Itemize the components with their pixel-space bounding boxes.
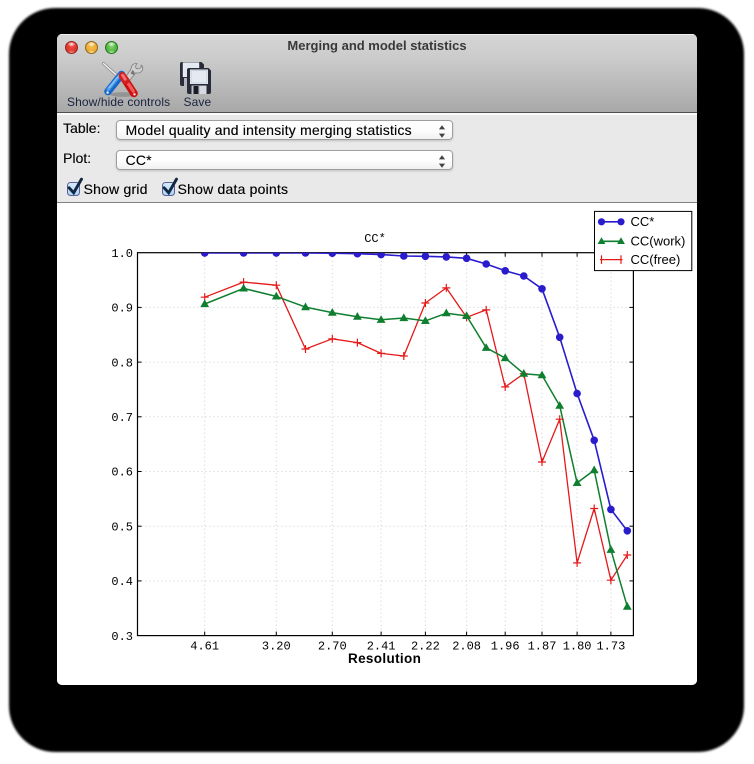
svg-text:CC(free): CC(free) xyxy=(631,252,681,267)
svg-text:3.20: 3.20 xyxy=(262,640,291,654)
svg-text:4.61: 4.61 xyxy=(190,640,219,654)
svg-text:0.3: 0.3 xyxy=(111,630,133,644)
svg-text:1.80: 1.80 xyxy=(563,640,592,654)
svg-text:CC*: CC* xyxy=(364,232,386,246)
svg-text:0.4: 0.4 xyxy=(111,575,133,589)
svg-text:Resolution: Resolution xyxy=(348,651,421,666)
svg-text:CC(work): CC(work) xyxy=(631,234,686,249)
svg-text:1.96: 1.96 xyxy=(491,640,520,654)
svg-text:2.41: 2.41 xyxy=(367,640,396,654)
svg-text:2.22: 2.22 xyxy=(411,640,440,654)
svg-text:0.5: 0.5 xyxy=(111,520,133,534)
svg-text:1.87: 1.87 xyxy=(528,640,557,654)
svg-text:2.08: 2.08 xyxy=(452,640,481,654)
svg-text:0.9: 0.9 xyxy=(111,302,133,316)
svg-text:1.0: 1.0 xyxy=(111,247,133,261)
svg-text:0.6: 0.6 xyxy=(111,466,133,480)
svg-text:CC*: CC* xyxy=(631,214,655,229)
svg-text:0.8: 0.8 xyxy=(111,356,133,370)
svg-text:2.70: 2.70 xyxy=(318,640,347,654)
svg-text:1.73: 1.73 xyxy=(596,640,625,654)
svg-text:0.7: 0.7 xyxy=(111,411,133,425)
